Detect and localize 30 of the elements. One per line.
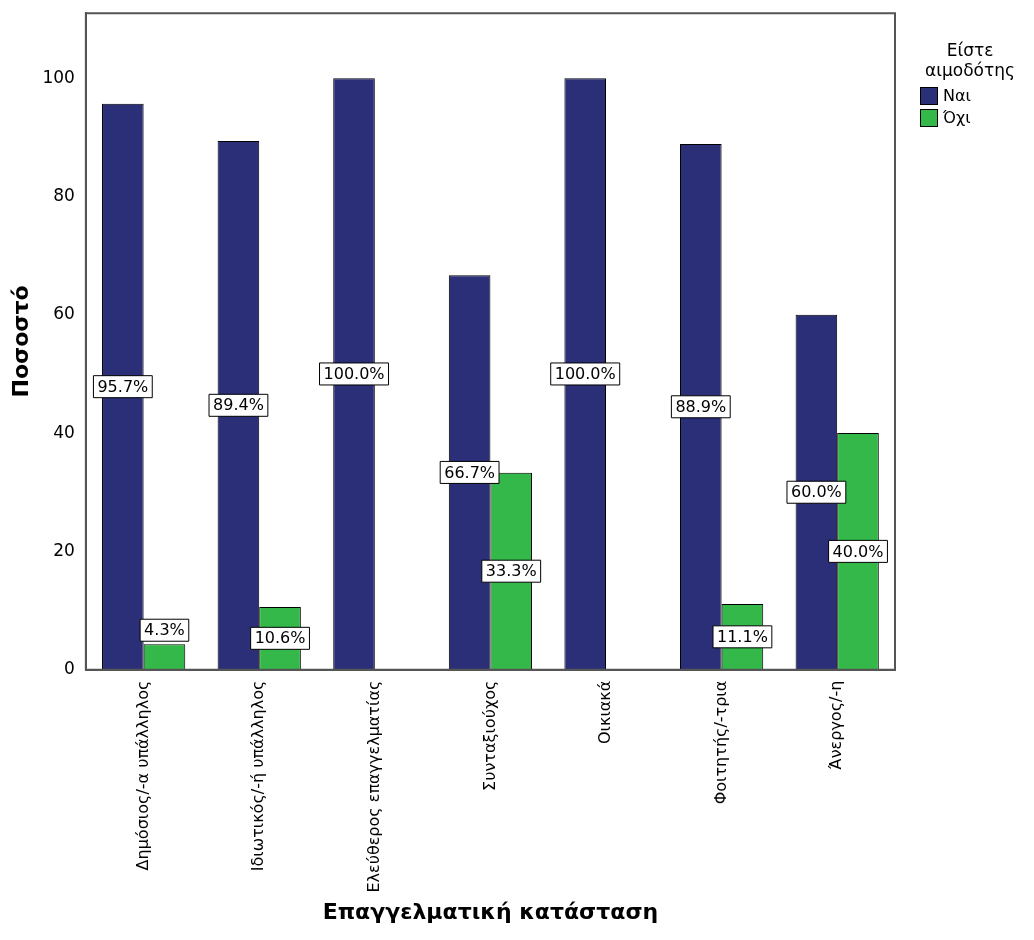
x-tick-label: Ιδιωτικός/-ή υπάλληλος: [248, 680, 268, 872]
x-axis-title: Επαγγελματική κατάσταση: [322, 898, 659, 924]
y-tick-label: 100: [42, 66, 75, 87]
data-label: 100.0%: [554, 364, 616, 384]
data-label: 11.1%: [717, 627, 768, 646]
data-label: 10.6%: [254, 628, 306, 648]
x-tick-label: Άνεργος/-η: [826, 680, 846, 770]
data-label: 33.3%: [485, 561, 537, 581]
x-tick-label: Οικιακά: [595, 680, 615, 745]
x-tick-label: Ελεύθερος επαγγελματίας: [363, 680, 383, 893]
y-tick-label: 20: [53, 539, 75, 560]
legend-label: Ναι: [943, 86, 971, 105]
y-tick-label: 80: [53, 184, 75, 205]
x-tick-label: Συνταξιούχος: [479, 680, 499, 791]
data-label: 100.0%: [323, 364, 385, 384]
data-label: 89.4%: [213, 395, 264, 415]
data-label: 60.0%: [790, 482, 842, 502]
data-label: 66.7%: [444, 462, 496, 482]
data-label: 40.0%: [832, 541, 884, 561]
y-tick-label: 0: [64, 658, 75, 679]
y-tick-label: 60: [53, 303, 75, 324]
x-tick-label: Φοιτητής/-τρια: [710, 680, 730, 805]
y-tick-label: 40: [53, 421, 75, 442]
legend-title: Είστε αιμοδότης: [924, 40, 1016, 80]
data-label: 95.7%: [97, 376, 149, 396]
data-label: 4.3%: [144, 620, 185, 640]
x-tick-label: Δημόσιος/-α υπάλληλος: [132, 680, 152, 871]
data-label: 88.9%: [675, 396, 727, 416]
legend-label: Όχι: [943, 108, 971, 127]
y-axis-title: Ποσοστό: [7, 285, 33, 398]
